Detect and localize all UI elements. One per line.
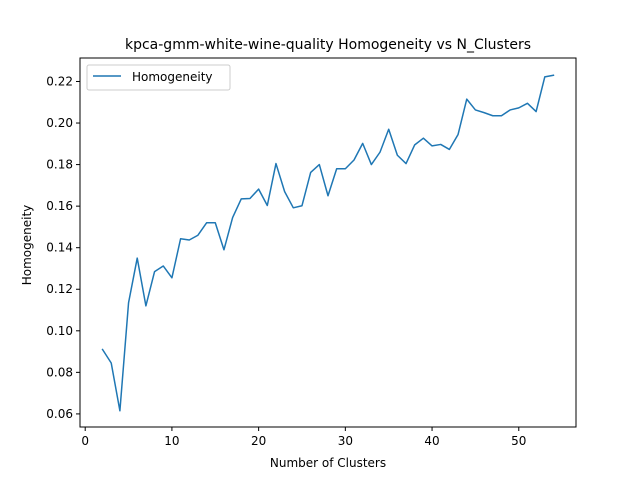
y-axis-label: Homogeneity [20,205,34,286]
x-axis: 0 10 20 30 40 50 [81,427,526,448]
y-tick-label: 0.16 [46,199,73,213]
x-tick-label: 20 [251,434,266,448]
axes-frame [79,57,577,428]
y-tick-label: 0.18 [46,158,73,172]
legend: Homogeneity [86,64,231,91]
legend-box [86,64,231,91]
y-tick-label: 0.22 [46,74,73,88]
y-tick-label: 0.06 [46,407,73,421]
x-tick-label: 50 [511,434,526,448]
y-tick-label: 0.20 [46,116,73,130]
x-tick-label: 40 [424,434,439,448]
y-tick-label: 0.14 [46,241,73,255]
x-tick-label: 10 [164,434,179,448]
x-axis-label: Number of Clusters [270,456,386,470]
y-tick-label: 0.10 [46,324,73,338]
chart-title: kpca-gmm-white-wine-quality Homogeneity … [125,37,531,53]
legend-label: Homogeneity [132,70,213,84]
x-tick-label: 30 [338,434,353,448]
plot-area [101,74,555,412]
y-tick-label: 0.08 [46,365,73,379]
series-line-homogeneity [101,74,555,412]
y-tick-label: 0.12 [46,282,73,296]
y-axis: 0.06 0.08 0.10 0.12 0.14 0.16 0.18 0.20 0.22 [46,74,80,421]
x-tick-label: 0 [81,434,89,448]
